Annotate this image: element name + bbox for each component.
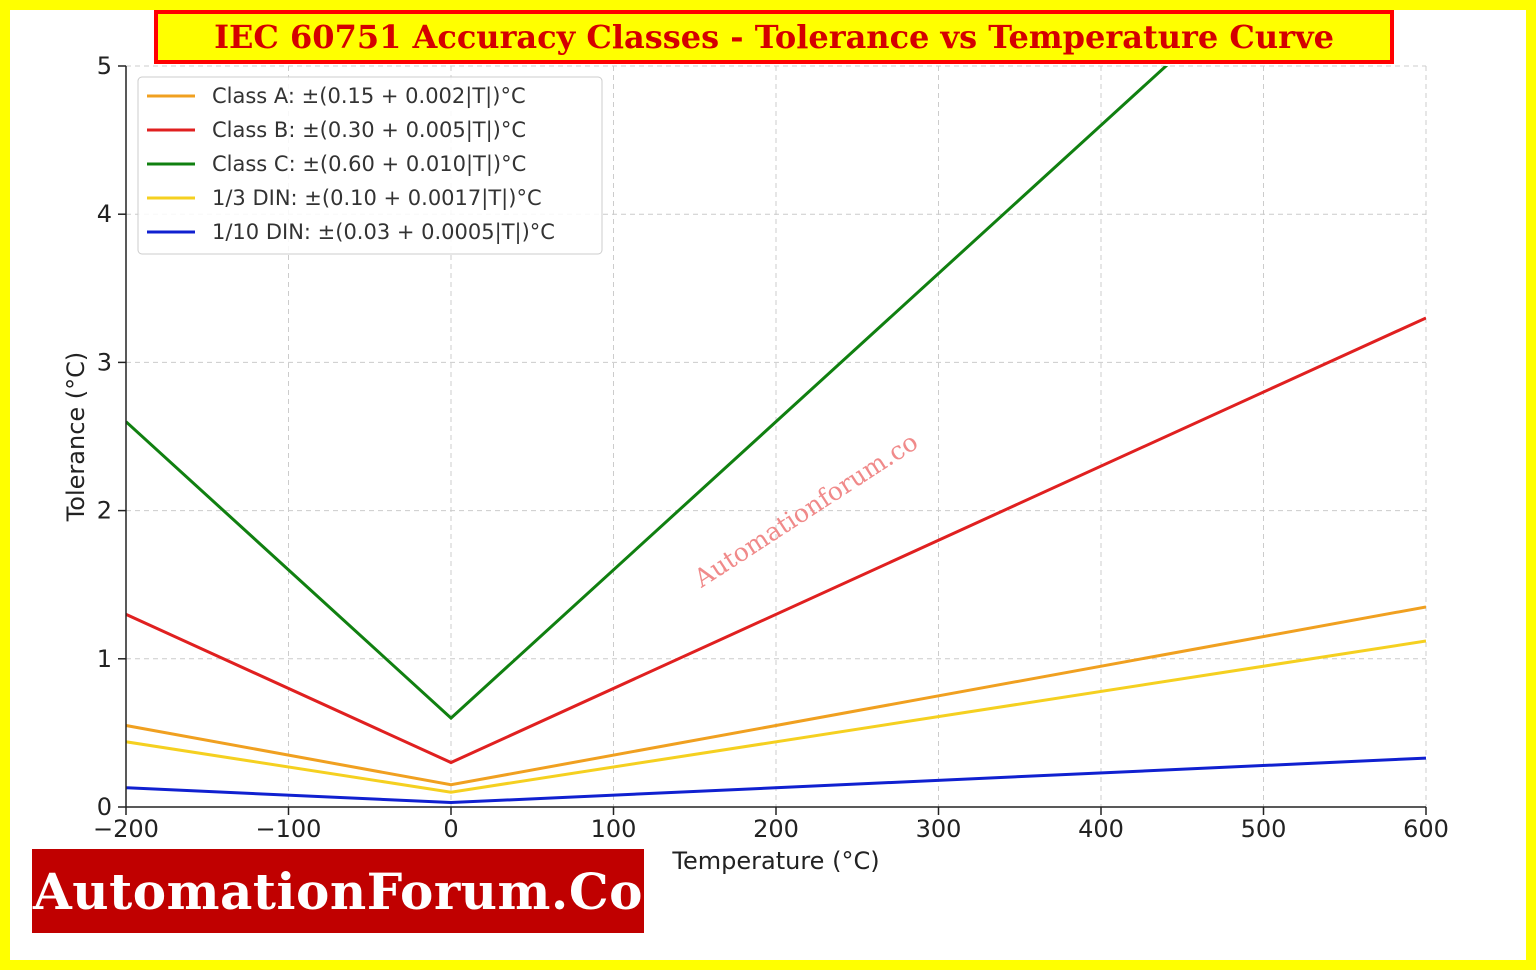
x-tick-label: 500 [1241,815,1287,843]
series-line-1 [126,605,1426,787]
y-axis-label: Tolerance (°C) [62,352,90,523]
legend-entry: Class B: ±(0.30 + 0.005|T|)°C [212,118,526,143]
y-tick-label: 1 [97,645,112,673]
x-tick-label: 300 [916,815,962,843]
series-line-3 [126,66,1169,721]
x-tick-label: −200 [93,815,159,843]
axes [118,65,1427,815]
legend-frame [137,76,603,255]
y-tick-label: 5 [97,52,112,80]
x-tick-label: 400 [1078,815,1124,843]
series-line-4 [126,639,1426,794]
y-tick-label: 2 [97,497,112,525]
x-tick-label: 600 [1403,815,1449,843]
x-tick-label: 0 [443,815,458,843]
legend-entry: 1/10 DIN: ±(0.03 + 0.0005|T|)°C [212,220,555,245]
tick-labels: −200 −100 0 100 200 300 400 500 600 0 1 2 3 4 5 [93,52,1449,843]
legend-entry: Class C: ±(0.60 + 0.010|T|)°C [212,152,526,177]
x-tick-label: 200 [753,815,799,843]
chart-title: IEC 60751 Accuracy Classes - Tolerance v… [154,10,1394,64]
x-axis-label: Temperature (°C) [671,847,879,875]
series-lines [126,66,1426,805]
legend-entry: 1/3 DIN: ±(0.10 + 0.0017|T|)°C [212,186,542,211]
x-tick-label: −100 [256,815,322,843]
series-line-5 [126,756,1426,805]
legend: Class A: ±(0.15 + 0.002|T|)°C Class B: ±(… [137,76,603,255]
x-tick-label: 100 [591,815,637,843]
brand-logo-text: AutomationForum.Co [32,849,644,933]
y-tick-label: 4 [97,200,112,228]
series-line-2 [126,316,1426,765]
y-tick-label: 0 [97,793,112,821]
legend-entry: Class A: ±(0.15 + 0.002|T|)°C [212,84,526,109]
y-tick-label: 3 [97,348,112,376]
